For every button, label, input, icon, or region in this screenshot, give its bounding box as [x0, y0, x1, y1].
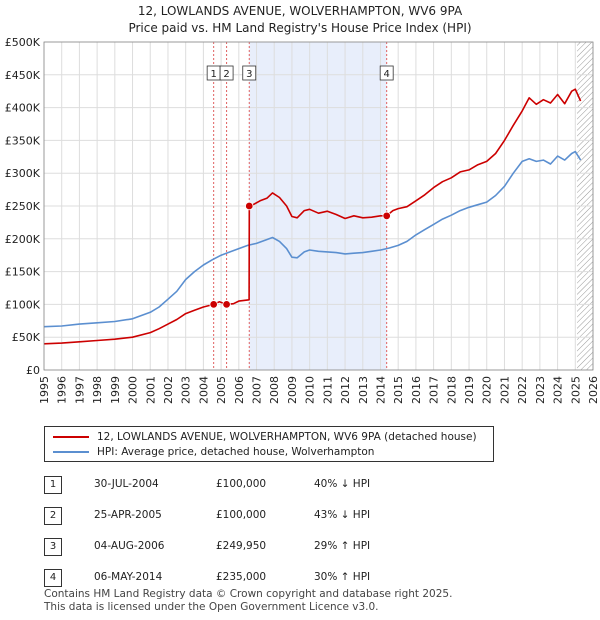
- sale-hpi-diff: 43% ↓ HPI: [314, 509, 371, 521]
- sale-date: 04-AUG-2006: [94, 540, 165, 552]
- sale-point: [222, 300, 231, 309]
- table-row: 2 25-APR-2005 £100,000 43% ↓ HPI: [44, 503, 484, 534]
- sale-marker-label: 3: [246, 69, 252, 80]
- legend-swatch-hpi: [53, 451, 89, 453]
- x-tick-label: 2003: [180, 376, 193, 404]
- sale-date: 30-JUL-2004: [94, 478, 159, 490]
- price-chart: 1 2 3 4 £0 £50K £100K £150K £200K £250K £300K £350K…: [5, 36, 600, 404]
- sale-hpi-diff: 29% ↑ HPI: [314, 540, 371, 552]
- y-tick-label: £200K: [5, 233, 41, 246]
- legend: 12, LOWLANDS AVENUE, WOLVERHAMPTON, WV6 …: [44, 426, 494, 462]
- x-tick-label: 2000: [127, 376, 140, 404]
- y-tick-label: £450K: [5, 69, 41, 82]
- x-tick-label: 2015: [392, 376, 405, 404]
- y-tick-label: £300K: [5, 167, 41, 180]
- sale-date: 25-APR-2005: [94, 509, 162, 521]
- x-tick-label: 2011: [321, 376, 334, 404]
- x-tick-label: 2002: [162, 376, 175, 404]
- chart-subtitle: Price paid vs. HM Land Registry's House …: [128, 21, 472, 35]
- x-tick-label: 2012: [339, 376, 352, 404]
- x-tick-label: 1997: [73, 376, 86, 404]
- x-tick-label: 1999: [109, 376, 122, 404]
- footer: Contains HM Land Registry data © Crown c…: [44, 588, 452, 614]
- sale-point: [382, 211, 391, 221]
- x-tick-label: 2018: [445, 376, 458, 404]
- y-tick-label: £100K: [5, 298, 41, 311]
- x-tick-label: 2005: [215, 376, 228, 404]
- x-tick-label: 2009: [286, 376, 299, 404]
- sale-number-badge: 3: [44, 538, 62, 556]
- x-tick-label: 2025: [569, 376, 582, 404]
- x-tick-label: 2014: [374, 376, 387, 404]
- x-tick-label: 2016: [410, 376, 423, 404]
- x-tick-label: 2007: [251, 376, 264, 404]
- sale-marker-box: [219, 65, 234, 81]
- property-series-line: [43, 88, 582, 345]
- sale-hpi-diff: 30% ↑ HPI: [314, 571, 371, 583]
- y-tick-label: £350K: [5, 134, 41, 147]
- sale-point: [209, 300, 218, 309]
- x-tick-label: 2006: [233, 376, 246, 404]
- x-tick-label: 2020: [481, 376, 494, 404]
- x-tick-label: 2023: [534, 376, 547, 404]
- x-tick-label: 1998: [91, 376, 104, 404]
- legend-label-property: 12, LOWLANDS AVENUE, WOLVERHAMPTON, WV6 …: [97, 431, 477, 443]
- x-tick-label: 2008: [268, 376, 281, 404]
- sale-point: [245, 201, 254, 211]
- legend-item-hpi: HPI: Average price, detached house, Wolv…: [53, 445, 374, 459]
- sale-marker-label: 4: [383, 69, 389, 80]
- table-row: 1 30-JUL-2004 £100,000 40% ↓ HPI: [44, 472, 484, 503]
- sale-price: £235,000: [216, 571, 267, 583]
- x-tick-label: 2022: [516, 376, 529, 404]
- plot-border: [43, 41, 594, 371]
- legend-item-property: 12, LOWLANDS AVENUE, WOLVERHAMPTON, WV6 …: [53, 430, 477, 444]
- x-tick-label: 1995: [38, 376, 51, 404]
- x-tick-label: 2019: [463, 376, 476, 404]
- x-tick-label: 2001: [144, 376, 157, 404]
- legend-swatch-property: [53, 436, 89, 438]
- sale-date: 06-MAY-2014: [94, 571, 163, 583]
- sale-price: £249,950: [216, 540, 267, 552]
- sale-marker-label: 2: [223, 69, 229, 80]
- sale-number-badge: 1: [44, 476, 62, 494]
- sale-price: £100,000: [216, 509, 267, 521]
- x-tick-label: 2024: [552, 376, 565, 404]
- footer-copyright: Contains HM Land Registry data © Crown c…: [44, 588, 453, 600]
- chart-title: 12, LOWLANDS AVENUE, WOLVERHAMPTON, WV6 …: [137, 4, 463, 18]
- sale-number-badge: 2: [44, 507, 62, 525]
- table-row: 4 06-MAY-2014 £235,000 30% ↑ HPI: [44, 565, 484, 596]
- x-tick-label: 2004: [197, 376, 210, 404]
- x-tick-label: 1996: [56, 376, 69, 404]
- x-tick-label: 2013: [357, 376, 370, 404]
- y-tick-label: £500K: [5, 36, 41, 49]
- table-row: 3 04-AUG-2006 £249,950 29% ↑ HPI: [44, 534, 484, 565]
- y-tick-label: £250K: [5, 200, 41, 213]
- x-tick-label: 2026: [587, 376, 600, 404]
- sale-hpi-diff: 40% ↓ HPI: [314, 478, 371, 490]
- footer-licence: This data is licensed under the Open Gov…: [44, 601, 379, 613]
- sale-marker-box: [379, 65, 394, 81]
- legend-label-hpi: HPI: Average price, detached house, Wolv…: [97, 446, 375, 458]
- y-tick-label: £150K: [5, 266, 41, 279]
- sale-number-badge: 4: [44, 569, 62, 587]
- sale-marker-label: 1: [210, 69, 216, 80]
- sales-table: 1 30-JUL-2004 £100,000 40% ↓ HPI 2 25-AP…: [44, 472, 484, 596]
- hpi-series-line: [43, 150, 582, 328]
- x-tick-label: 2021: [498, 376, 511, 404]
- y-tick-label: £0: [26, 364, 40, 377]
- sale-price: £100,000: [216, 478, 267, 490]
- x-tick-label: 2017: [428, 376, 441, 404]
- sale-marker-box: [242, 65, 257, 81]
- x-tick-label: 2010: [304, 376, 317, 404]
- y-tick-label: £50K: [12, 331, 41, 344]
- y-tick-label: £400K: [5, 102, 41, 115]
